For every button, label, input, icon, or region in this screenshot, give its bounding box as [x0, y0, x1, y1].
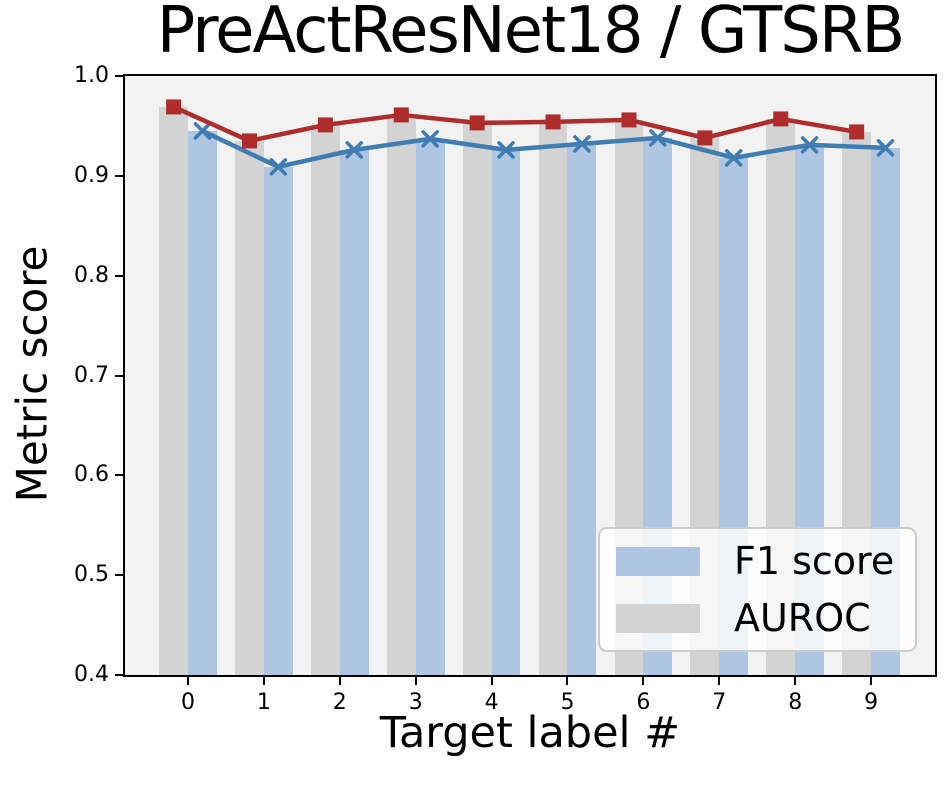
bar-f1-score-4 — [491, 149, 521, 675]
bar-auroc-0 — [159, 106, 188, 675]
legend-row-f1: F1 score — [616, 542, 899, 580]
x-tick-label-0: 0 — [180, 690, 195, 715]
x-tick-label-9: 9 — [864, 690, 879, 715]
bar-f1-score-3 — [415, 138, 445, 675]
bar-auroc-5 — [538, 121, 568, 675]
x-tick-mark-9 — [870, 677, 873, 685]
x-tick-mark-3 — [414, 677, 417, 685]
y-tick-mark-0 — [115, 75, 123, 77]
marker-auroc-1 — [241, 133, 257, 149]
bar-auroc-4 — [462, 122, 492, 675]
auroc-swatch — [616, 603, 700, 633]
y-tick-mark-3 — [115, 374, 123, 377]
bar-f1-score-2 — [339, 149, 369, 675]
marker-auroc-3 — [393, 107, 409, 123]
bar-auroc-2 — [310, 124, 340, 675]
x-tick-mark-8 — [794, 677, 797, 685]
y-tick-mark-4 — [115, 474, 123, 477]
line-layer — [166, 99, 895, 176]
legend-label-auroc: AUROC — [734, 596, 871, 640]
marker-f1-score-2 — [345, 141, 363, 159]
chart-title: PreActResNet18 / GTSRB — [156, 0, 905, 68]
marker-f1-score-4 — [497, 141, 515, 159]
x-tick-mark-5 — [566, 677, 569, 685]
bar-auroc-3 — [386, 114, 416, 675]
marker-f1-score-0 — [193, 122, 212, 140]
y-tick-label-5: 0.5 — [74, 562, 109, 588]
x-tick-label-1: 1 — [256, 690, 271, 715]
marker-f1-score-8 — [800, 136, 819, 154]
f1-score-swatch — [616, 546, 700, 576]
legend-row-auroc: AUROC — [616, 599, 899, 637]
marker-auroc-7 — [697, 130, 713, 146]
marker-f1-score-3 — [421, 130, 439, 148]
x-tick-label-8: 8 — [788, 690, 803, 715]
legend-label-f1: F1 score — [734, 539, 895, 583]
marker-auroc-9 — [849, 124, 865, 140]
x-axis-label: Target label # — [379, 708, 681, 758]
x-tick-label-4: 4 — [484, 690, 499, 715]
f1-score-line — [201, 128, 886, 170]
marker-auroc-8 — [773, 111, 789, 127]
x-tick-label-3: 3 — [408, 690, 423, 715]
marker-auroc-0 — [166, 99, 182, 115]
x-tick-mark-1 — [262, 677, 265, 685]
y-tick-label-6: 0.4 — [74, 662, 109, 687]
marker-f1-score-6 — [649, 129, 667, 147]
y-tick-label-2: 0.8 — [74, 262, 109, 288]
marker-auroc-5 — [545, 114, 561, 130]
y-tick-mark-6 — [115, 674, 123, 676]
y-tick-mark-1 — [115, 174, 123, 177]
auroc-line — [172, 104, 858, 144]
bar-f1-score-0 — [187, 130, 217, 675]
y-tick-label-0: 1.0 — [74, 63, 109, 88]
x-tick-mark-7 — [718, 677, 721, 685]
marker-auroc-6 — [621, 112, 637, 128]
x-tick-label-6: 6 — [636, 690, 651, 715]
bar-f1-score-5 — [567, 143, 597, 675]
y-tick-mark-2 — [115, 274, 123, 277]
marker-f1-score-1 — [269, 158, 288, 176]
y-tick-label-4: 0.6 — [74, 462, 109, 488]
plot-area: F1 score AUROC — [123, 74, 937, 677]
x-tick-mark-6 — [642, 677, 645, 685]
x-tick-label-7: 7 — [712, 690, 727, 715]
x-tick-mark-0 — [186, 677, 189, 685]
marker-f1-score-7 — [724, 149, 743, 167]
bar-auroc-1 — [235, 140, 264, 675]
marker-auroc-2 — [317, 117, 333, 133]
y-tick-label-3: 0.7 — [74, 362, 109, 388]
marker-f1-score-9 — [876, 139, 895, 157]
y-tick-mark-5 — [115, 574, 123, 577]
x-tick-label-5: 5 — [560, 690, 575, 715]
marker-f1-score-5 — [573, 135, 591, 153]
y-tick-label-1: 0.9 — [74, 162, 109, 188]
marker-auroc-4 — [469, 115, 485, 131]
x-tick-label-2: 2 — [332, 690, 347, 715]
legend: F1 score AUROC — [598, 527, 917, 652]
bar-f1-score-1 — [263, 166, 293, 675]
x-tick-mark-2 — [338, 677, 341, 685]
x-tick-mark-4 — [490, 677, 493, 685]
